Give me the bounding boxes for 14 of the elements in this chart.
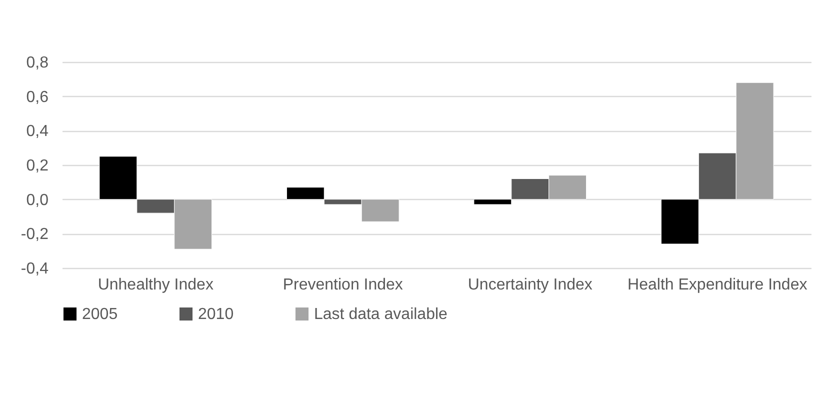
x-tick-label: Prevention Index — [282, 276, 403, 294]
legend-label: Last data available — [314, 306, 448, 323]
x-tick-label: Health Expenditure Index — [628, 276, 808, 294]
y-tick-label: -0,2 — [20, 226, 49, 244]
x-tick-label: Uncertainty Index — [468, 276, 592, 294]
legend-label: 2010 — [198, 306, 234, 323]
y-tick-label: 0,0 — [26, 192, 49, 209]
y-tick-label: 0,8 — [26, 54, 49, 72]
y-tick-label: 0,2 — [26, 158, 49, 174]
y-tick-label: 0,6 — [26, 88, 49, 106]
legend-label: 2005 — [82, 306, 118, 323]
y-tick-label: 0,4 — [26, 123, 49, 140]
x-tick-label: Unhealthy Index — [98, 276, 214, 294]
y-tick-label: -0,4 — [20, 260, 49, 278]
